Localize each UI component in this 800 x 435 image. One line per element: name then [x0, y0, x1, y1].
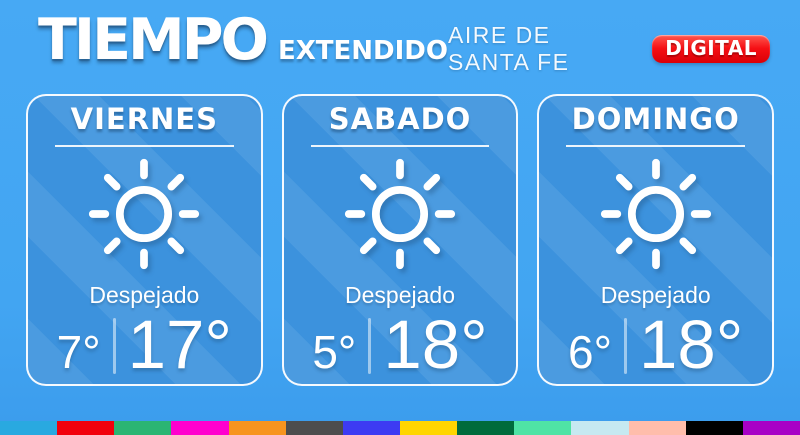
day-title: VIERNES	[70, 102, 218, 136]
forecast-card-friday: VIERNES Despejado 7° 17°	[26, 94, 263, 386]
sun-icon	[598, 156, 714, 277]
condition-label: Despejado	[345, 281, 455, 308]
temperature-row: 7° 17°	[56, 305, 232, 383]
min-temp: 6°	[568, 325, 612, 378]
min-temp: 7°	[56, 325, 101, 378]
digital-badge: DIGITAL	[652, 35, 770, 63]
temperature-row: 6° 18°	[568, 305, 744, 383]
max-temp: 18°	[639, 305, 744, 383]
stripe-segment	[342, 421, 400, 435]
stripe-segment	[399, 421, 458, 435]
sun-icon	[342, 156, 458, 277]
title-divider	[55, 144, 234, 147]
brand-block: AIRE DE SANTA FE DIGITAL	[448, 22, 770, 76]
stripe-segment	[514, 421, 572, 435]
temp-divider	[624, 317, 627, 374]
title-divider	[566, 144, 746, 147]
stripe-segment	[685, 421, 743, 435]
temp-divider	[368, 317, 372, 374]
temp-divider	[112, 317, 116, 374]
sun-icon	[86, 156, 202, 277]
brand-name: AIRE DE SANTA FE	[448, 22, 570, 75]
stripe-segment	[742, 421, 800, 435]
day-title: SABADO	[328, 102, 472, 136]
condition-label: Despejado	[600, 281, 711, 308]
stripe-segment	[457, 421, 515, 435]
forecast-card-saturday: SABADO Despejado 5° 18°	[281, 94, 519, 386]
page-subtitle: EXTENDIDO	[277, 36, 448, 66]
stripe-segment	[228, 421, 286, 435]
title-block: TIEMPO EXTENDIDO	[38, 12, 448, 69]
max-temp: 17°	[127, 305, 232, 383]
forecast-card-sunday: DOMINGO Despejado 6° 18°	[537, 94, 775, 386]
condition-label: Despejado	[89, 281, 200, 308]
page-title: TIEMPO	[38, 7, 269, 73]
header: TIEMPO EXTENDIDO AIRE DE SANTA FE DIGITA…	[0, 0, 800, 94]
max-temp: 18°	[383, 305, 488, 383]
title-divider	[310, 144, 490, 147]
stripe-segment	[0, 421, 58, 435]
stripe-segment	[57, 421, 115, 435]
stripe-segment	[628, 421, 686, 435]
stripe-segment	[285, 421, 343, 435]
day-title: DOMINGO	[571, 102, 740, 136]
forecast-cards: VIERNES Despejado 7° 17° SABADO	[0, 94, 800, 386]
stripe-segment	[171, 421, 229, 435]
min-temp: 5°	[312, 325, 357, 378]
stripe-segment	[114, 421, 172, 435]
temperature-row: 5° 18°	[312, 305, 488, 383]
stripe-segment	[571, 421, 629, 435]
footer-spacer	[0, 386, 800, 421]
color-stripe	[0, 421, 800, 435]
